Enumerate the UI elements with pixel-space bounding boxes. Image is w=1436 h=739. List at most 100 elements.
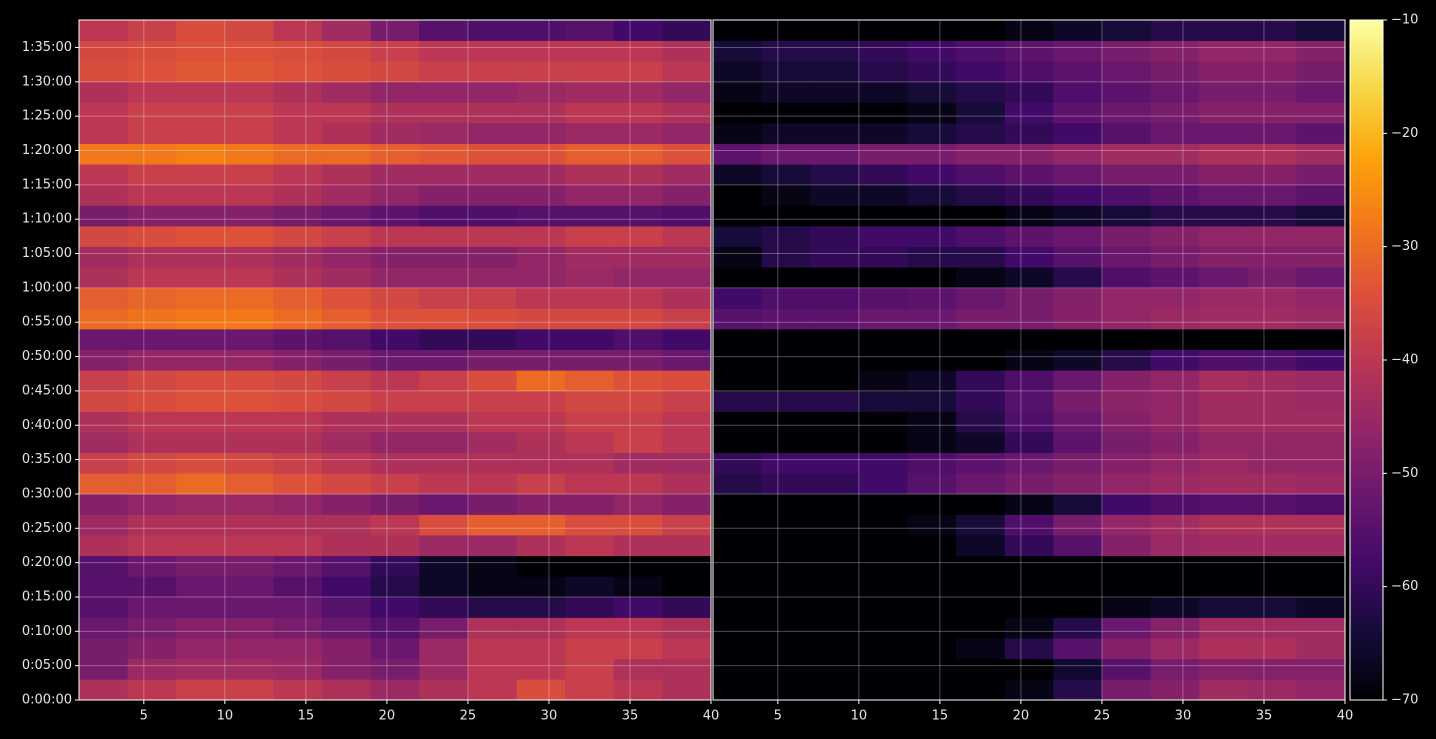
heatmap-cell <box>1004 452 1054 474</box>
heatmap-cell <box>858 349 908 371</box>
heatmap-cell <box>613 61 663 83</box>
heatmap-cell <box>273 555 323 577</box>
heatmap-cell <box>956 267 1005 289</box>
heatmap-cell <box>127 246 177 268</box>
heatmap-cell <box>467 20 517 41</box>
heatmap-cell <box>176 226 226 247</box>
heatmap-cell <box>1296 143 1346 165</box>
heatmap-cell <box>516 205 566 227</box>
colorbar-tick-label: −20 <box>1391 126 1418 141</box>
heatmap-cell <box>1150 411 1200 433</box>
heatmap-cell <box>224 596 274 618</box>
heatmap-cell <box>1150 617 1200 639</box>
x-tick-label: 20 <box>1013 709 1030 724</box>
heatmap-cell <box>956 658 1005 680</box>
heatmap-cell <box>1296 184 1346 206</box>
heatmap-cell <box>79 638 128 660</box>
heatmap-cell <box>1296 287 1346 309</box>
heatmap-cell <box>1150 287 1200 309</box>
heatmap-cell <box>370 102 420 124</box>
heatmap-cell <box>224 61 274 83</box>
heatmap-cell <box>1150 143 1200 165</box>
heatmap-cell <box>761 617 811 639</box>
heatmap-cell <box>713 617 762 639</box>
heatmap-cell <box>662 246 712 268</box>
heatmap-cell <box>1101 617 1151 639</box>
heatmap-cell <box>907 267 957 289</box>
y-tick-label: 1:00:00 <box>22 280 72 295</box>
heatmap-cell <box>1150 102 1200 124</box>
heatmap-cell <box>565 596 615 618</box>
heatmap-cell <box>224 473 274 495</box>
heatmap-cell <box>467 102 517 124</box>
heatmap-cell <box>1004 287 1054 309</box>
heatmap-cell <box>956 226 1005 247</box>
heatmap-cell <box>858 246 908 268</box>
heatmap-cell <box>565 370 615 392</box>
heatmap-cell <box>907 164 957 186</box>
heatmap-cell <box>1053 246 1103 268</box>
heatmap-cell <box>467 370 517 392</box>
heatmap-cell <box>176 20 226 41</box>
heatmap-cell <box>127 679 177 701</box>
heatmap-cell <box>516 226 566 247</box>
heatmap-cell <box>565 40 615 62</box>
heatmap-cell <box>662 473 712 495</box>
heatmap-cell <box>176 164 226 186</box>
y-tick-label: 1:05:00 <box>22 246 72 261</box>
heatmap-cell <box>662 308 712 330</box>
heatmap-cell <box>1199 164 1249 186</box>
heatmap-cell <box>273 329 323 350</box>
heatmap-cell <box>516 370 566 392</box>
heatmap-cell <box>1296 452 1346 474</box>
colorbar-tick-label: −40 <box>1391 353 1418 368</box>
heatmap-cell <box>662 61 712 83</box>
heatmap-cell <box>761 102 811 124</box>
heatmap-cell <box>273 514 323 536</box>
heatmap-cell <box>322 596 371 618</box>
heatmap-cell <box>370 473 420 495</box>
heatmap-cell <box>273 184 323 206</box>
heatmap-cell <box>1199 390 1249 412</box>
heatmap-cell <box>1101 390 1151 412</box>
heatmap-cell <box>224 143 274 165</box>
heatmap-cell <box>176 535 226 557</box>
x-tick-label: 35 <box>622 709 639 724</box>
heatmap-cell <box>713 658 762 680</box>
heatmap-cell <box>907 432 957 454</box>
heatmap-cell <box>565 349 615 371</box>
heatmap-cell <box>79 246 128 268</box>
heatmap-cell <box>127 61 177 83</box>
heatmap-cell <box>516 493 566 515</box>
heatmap-cell <box>1004 432 1054 454</box>
heatmap-cell <box>956 329 1005 350</box>
heatmap-cell <box>907 349 957 371</box>
heatmap-cell <box>1150 473 1200 495</box>
heatmap-cell <box>1247 123 1297 144</box>
heatmap-cell <box>858 81 908 103</box>
heatmap-cell <box>419 390 469 412</box>
heatmap-cell <box>79 679 128 701</box>
heatmap-cell <box>613 576 663 598</box>
heatmap-cell <box>662 411 712 433</box>
heatmap-cell <box>565 164 615 186</box>
heatmap-cell <box>810 102 860 124</box>
heatmap-cell <box>127 555 177 577</box>
heatmap-cell <box>713 638 762 660</box>
heatmap-cell <box>810 123 860 144</box>
heatmap-cell <box>1247 679 1297 701</box>
heatmap-cell <box>467 123 517 144</box>
heatmap-cell <box>907 40 957 62</box>
heatmap-cell <box>1053 679 1103 701</box>
heatmap-cell <box>1199 596 1249 618</box>
heatmap-cell <box>176 658 226 680</box>
heatmap-cell <box>713 164 762 186</box>
heatmap-cell <box>713 61 762 83</box>
heatmap-cell <box>713 452 762 474</box>
heatmap-cell <box>1296 638 1346 660</box>
heatmap-cell <box>224 514 274 536</box>
heatmap-cell <box>176 493 226 515</box>
heatmap-cell <box>1101 123 1151 144</box>
heatmap-cell <box>613 308 663 330</box>
heatmap-cell <box>662 679 712 701</box>
